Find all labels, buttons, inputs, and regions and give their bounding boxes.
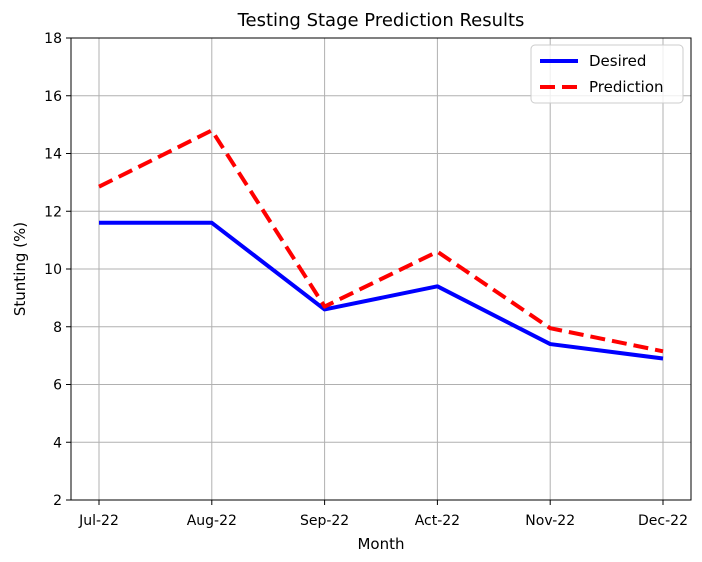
y-tick-label: 12 xyxy=(44,204,62,220)
y-tick-label: 2 xyxy=(53,493,62,509)
legend-label-prediction: Prediction xyxy=(589,78,664,96)
y-tick-label: 10 xyxy=(44,262,62,278)
series-line-prediction xyxy=(98,128,664,354)
legend: Desired Prediction xyxy=(530,44,684,104)
y-tick-label: 4 xyxy=(53,435,62,451)
y-tick-label: 18 xyxy=(44,31,62,47)
x-tick-label: Sep-22 xyxy=(300,513,349,529)
y-axis-ticks: 2 4 6 8 10 12 14 16 18 xyxy=(44,31,71,509)
x-tick-label: Act-22 xyxy=(415,513,460,529)
y-tick-label: 16 xyxy=(44,89,62,105)
legend-label-desired: Desired xyxy=(589,52,646,70)
chart-title: Testing Stage Prediction Results xyxy=(237,10,525,31)
y-tick-label: 14 xyxy=(44,147,62,163)
y-tick-label: 8 xyxy=(53,320,62,336)
y-axis-label: Stunting (%) xyxy=(11,222,29,316)
x-axis-ticks: Jul-22 Aug-22 Sep-22 Act-22 Nov-22 Dec-22 xyxy=(78,500,688,529)
x-tick-label: Jul-22 xyxy=(78,513,119,529)
y-tick-label: 6 xyxy=(53,378,62,394)
grid xyxy=(71,37,691,501)
x-tick-label: Nov-22 xyxy=(525,513,575,529)
x-tick-label: Aug-22 xyxy=(187,513,237,529)
series-lines xyxy=(98,128,664,361)
series-line-desired xyxy=(99,220,664,361)
x-tick-label: Dec-22 xyxy=(638,513,688,529)
x-axis-label: Month xyxy=(357,535,404,553)
